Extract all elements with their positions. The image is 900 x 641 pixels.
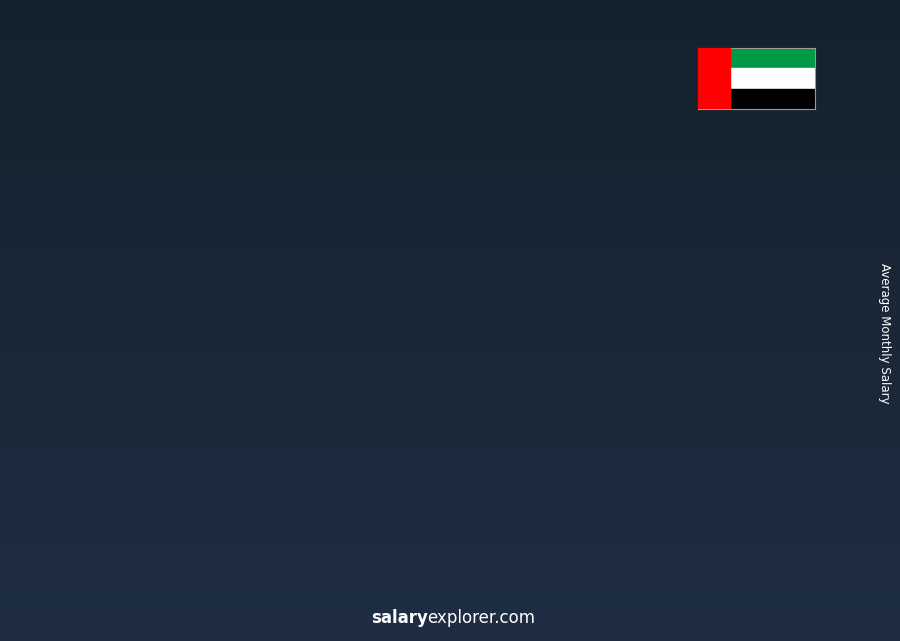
- Bar: [161, 418, 166, 551]
- Bar: [347, 329, 354, 551]
- Text: Salary Comparison By Experience: Salary Comparison By Experience: [0, 82, 597, 113]
- Text: +11%: +11%: [530, 212, 598, 232]
- Text: 2nd Line Systems Engineer: 2nd Line Systems Engineer: [0, 118, 268, 137]
- Text: +6%: +6%: [661, 203, 713, 224]
- Bar: [347, 329, 411, 551]
- Bar: [593, 262, 599, 551]
- Text: Average Monthly Salary: Average Monthly Salary: [878, 263, 890, 404]
- Bar: [698, 48, 730, 109]
- Bar: [284, 382, 289, 551]
- Text: 15,800 AED: 15,800 AED: [464, 310, 554, 324]
- Text: +18%: +18%: [407, 227, 475, 247]
- Bar: [471, 290, 535, 551]
- Bar: [407, 329, 411, 551]
- Bar: [225, 382, 289, 385]
- Bar: [471, 290, 535, 294]
- Text: 18,600 AED: 18,600 AED: [709, 263, 799, 278]
- Text: +32%: +32%: [284, 250, 352, 270]
- Bar: [529, 290, 535, 551]
- Bar: [593, 262, 657, 551]
- Bar: [698, 69, 814, 88]
- Bar: [471, 290, 477, 551]
- Bar: [102, 418, 108, 551]
- Bar: [716, 243, 723, 551]
- Bar: [698, 88, 814, 109]
- Text: 13,400 AED: 13,400 AED: [341, 349, 430, 364]
- Bar: [102, 418, 166, 551]
- Text: 17,500 AED: 17,500 AED: [587, 281, 676, 296]
- Bar: [225, 382, 231, 551]
- Bar: [716, 243, 780, 551]
- Text: +26%: +26%: [161, 281, 229, 301]
- Bar: [225, 382, 289, 551]
- Bar: [347, 329, 411, 333]
- Bar: [775, 243, 780, 551]
- Text: explorer.com: explorer.com: [428, 609, 536, 627]
- Text: 8,060 AED: 8,060 AED: [100, 398, 180, 413]
- Text: salary: salary: [371, 609, 427, 627]
- Bar: [716, 243, 780, 249]
- Bar: [102, 418, 166, 420]
- Bar: [698, 48, 814, 69]
- Bar: [652, 262, 657, 551]
- Text: 10,200 AED: 10,200 AED: [218, 403, 308, 417]
- Bar: [593, 262, 657, 267]
